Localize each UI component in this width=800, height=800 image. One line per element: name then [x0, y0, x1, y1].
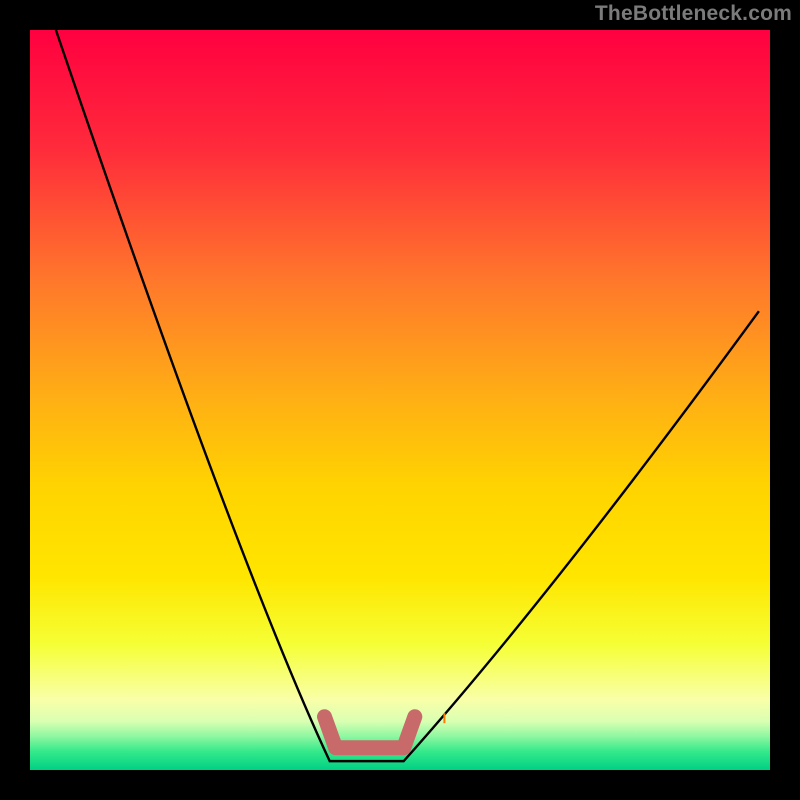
gradient-background [30, 30, 770, 770]
chart-svg [0, 0, 800, 800]
watermark-label: TheBottleneck.com [595, 2, 792, 26]
figure-container: TheBottleneck.com [0, 0, 800, 800]
